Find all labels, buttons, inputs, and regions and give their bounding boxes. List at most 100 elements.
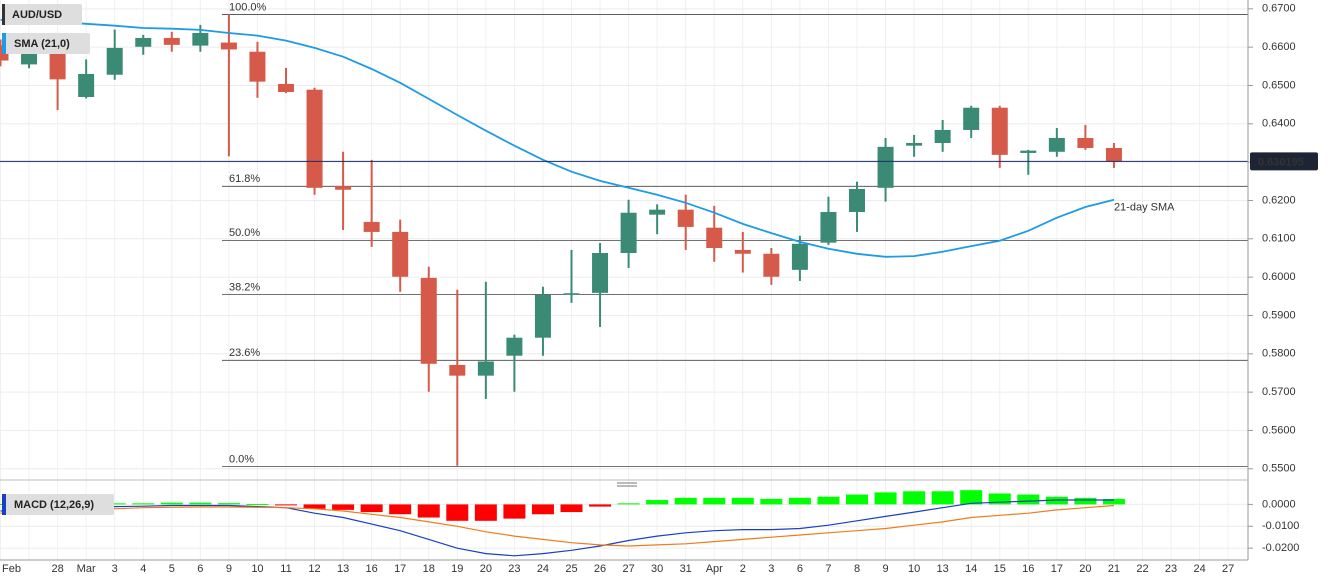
x-tick-label: 13 <box>937 563 949 575</box>
x-tick-label: 27 <box>622 563 634 575</box>
y-tick-label: 0.5600 <box>1262 424 1296 436</box>
candle-body <box>506 337 523 356</box>
x-tick-label: 16 <box>366 563 378 575</box>
fib-label: 23.6% <box>229 347 260 359</box>
overlay-layer: Feb 28 Mar 3 4 5 6 9 10 11 12 13 16 17 18 19 20 23 24 25 26 2… <box>2 1 1318 575</box>
candle-body <box>934 129 951 143</box>
legend-box[interactable] <box>2 33 90 54</box>
candle-body <box>335 185 352 190</box>
legend-label: MACD (12,26,9) <box>14 499 94 511</box>
y-tick-label: 0.0000 <box>1262 498 1296 510</box>
histogram-bar <box>132 503 155 505</box>
candle-body <box>163 37 180 45</box>
legend-box[interactable] <box>2 494 114 515</box>
histogram-bar <box>332 504 355 510</box>
candle-body <box>820 211 837 243</box>
y-tick-label: 0.5500 <box>1262 463 1296 475</box>
histogram-bar <box>531 504 554 515</box>
histogram-bar <box>560 504 583 513</box>
histogram-bar <box>303 504 326 509</box>
x-tick-label: 6 <box>797 563 803 575</box>
candle-body <box>649 209 666 215</box>
x-tick-label: 17 <box>394 563 406 575</box>
y-tick-label: 0.5900 <box>1262 309 1296 321</box>
histogram-bar <box>703 497 726 505</box>
candle-body <box>192 32 209 46</box>
y-tick-label: 0.6500 <box>1262 79 1296 91</box>
candle-body <box>677 209 694 227</box>
fib-label: 50.0% <box>229 227 260 239</box>
y-tick-label: -0.0200 <box>1262 542 1299 554</box>
histogram-bar <box>1074 497 1097 505</box>
candle-body <box>420 277 437 364</box>
fib-label: 0.0% <box>229 453 254 465</box>
legend-box[interactable] <box>2 4 82 25</box>
line <box>0 19 1115 258</box>
x-tick-label: 22 <box>1136 563 1148 575</box>
x-tick-label: 14 <box>965 563 977 575</box>
candle-body <box>1105 147 1122 162</box>
histogram-bar <box>931 491 954 505</box>
histogram-bar <box>1102 498 1125 505</box>
histogram-bar <box>617 503 640 505</box>
legend-title: AUD/USD <box>12 9 62 21</box>
fib-label: 61.8% <box>229 173 260 185</box>
x-tick-label: 9 <box>226 563 232 575</box>
x-tick-label: 10 <box>908 563 920 575</box>
histogram-bar <box>1017 494 1040 505</box>
candle-body <box>963 107 980 130</box>
candle-body <box>477 361 494 376</box>
histogram-bar <box>788 497 811 505</box>
candle-body <box>278 83 294 92</box>
candle-body <box>1048 137 1065 152</box>
histogram-bar <box>103 503 126 505</box>
histogram-bar <box>646 500 669 505</box>
candle-body <box>392 231 409 277</box>
x-tick-label: 3 <box>112 563 118 575</box>
histogram-bar <box>874 492 897 505</box>
histogram-bar <box>160 502 183 505</box>
x-tick-label: 28 <box>51 563 63 575</box>
histogram-bar <box>474 504 497 521</box>
histogram-bar <box>674 497 697 505</box>
x-tick-label: 19 <box>451 563 463 575</box>
x-tick-label: 13 <box>337 563 349 575</box>
x-tick-label: 6 <box>197 563 203 575</box>
histogram-bar <box>903 491 926 505</box>
x-tick-label: 30 <box>651 563 663 575</box>
legend-stripe <box>2 4 5 25</box>
histogram-bar <box>731 497 754 505</box>
candle-body <box>706 227 723 249</box>
histogram-bar <box>360 504 383 513</box>
x-tick-label: 10 <box>251 563 263 575</box>
candle-body <box>135 37 152 47</box>
candle-body <box>1077 137 1094 148</box>
histogram-bar <box>988 493 1011 505</box>
candle-body <box>877 146 894 188</box>
x-tick-label: 23 <box>1165 563 1177 575</box>
x-tick-label: 20 <box>1079 563 1091 575</box>
histogram-bar <box>246 503 269 505</box>
x-tick-label: 18 <box>423 563 435 575</box>
histogram-bar <box>589 504 612 507</box>
histogram-bar <box>760 498 783 505</box>
histogram-bar <box>389 504 412 515</box>
x-tick-label: 11 <box>280 563 291 575</box>
fib-label: 38.2% <box>229 281 260 293</box>
y-tick-label: 0.6700 <box>1262 3 1296 15</box>
histogram-bar <box>275 504 297 506</box>
candle-body <box>534 294 551 338</box>
candle-body <box>49 50 66 80</box>
legend-label: SMA (21,0) <box>14 38 70 50</box>
x-tick-label: 2 <box>740 563 746 575</box>
y-tick-label: 0.6000 <box>1262 271 1296 283</box>
x-tick-label: 31 <box>680 563 692 575</box>
x-tick-label: 4 <box>140 563 146 575</box>
histogram-bar <box>846 494 868 505</box>
y-tick-label: 0.5800 <box>1262 348 1296 360</box>
histogram-bar <box>417 504 440 518</box>
x-tick-label: 8 <box>854 563 860 575</box>
x-tick-label: 9 <box>882 563 888 575</box>
x-tick-label: Apr <box>706 563 723 575</box>
